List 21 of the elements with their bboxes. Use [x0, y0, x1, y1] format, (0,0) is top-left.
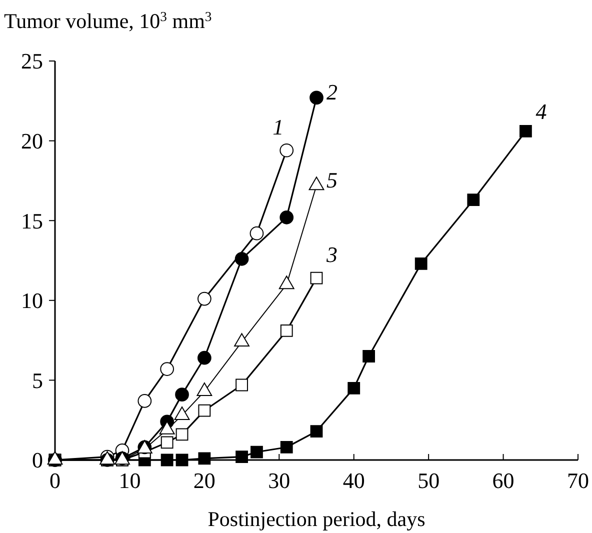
- y-tick-label: 20: [21, 128, 43, 154]
- y-tick-label: 25: [21, 48, 43, 74]
- series-label: 4: [536, 99, 547, 124]
- x-tick-label: 10: [118, 468, 141, 493]
- x-tick-label: 20: [193, 468, 216, 493]
- series-label: 2: [326, 80, 338, 105]
- x-tick-label: 30: [268, 468, 290, 493]
- y-tick-label: 5: [32, 368, 43, 393]
- x-tick-label: 40: [342, 468, 365, 493]
- y-tick-label: 10: [21, 288, 43, 314]
- series-label: 3: [326, 242, 338, 268]
- x-tick-label: 50: [418, 468, 440, 493]
- x-axis-title: Postinjection period, days: [208, 507, 426, 531]
- y-tick-label: 15: [21, 208, 43, 234]
- x-tick-label: 0: [50, 468, 60, 493]
- y-tick-label: 0: [32, 448, 43, 473]
- y-axis-title: Tumor volume, 10$^{3}$ mm$^{3}$: [4, 8, 212, 33]
- series-label: 1: [272, 114, 284, 140]
- series-label: 5: [326, 167, 338, 192]
- x-tick-label: 70: [567, 468, 589, 493]
- x-tick-label: 60: [492, 468, 514, 493]
